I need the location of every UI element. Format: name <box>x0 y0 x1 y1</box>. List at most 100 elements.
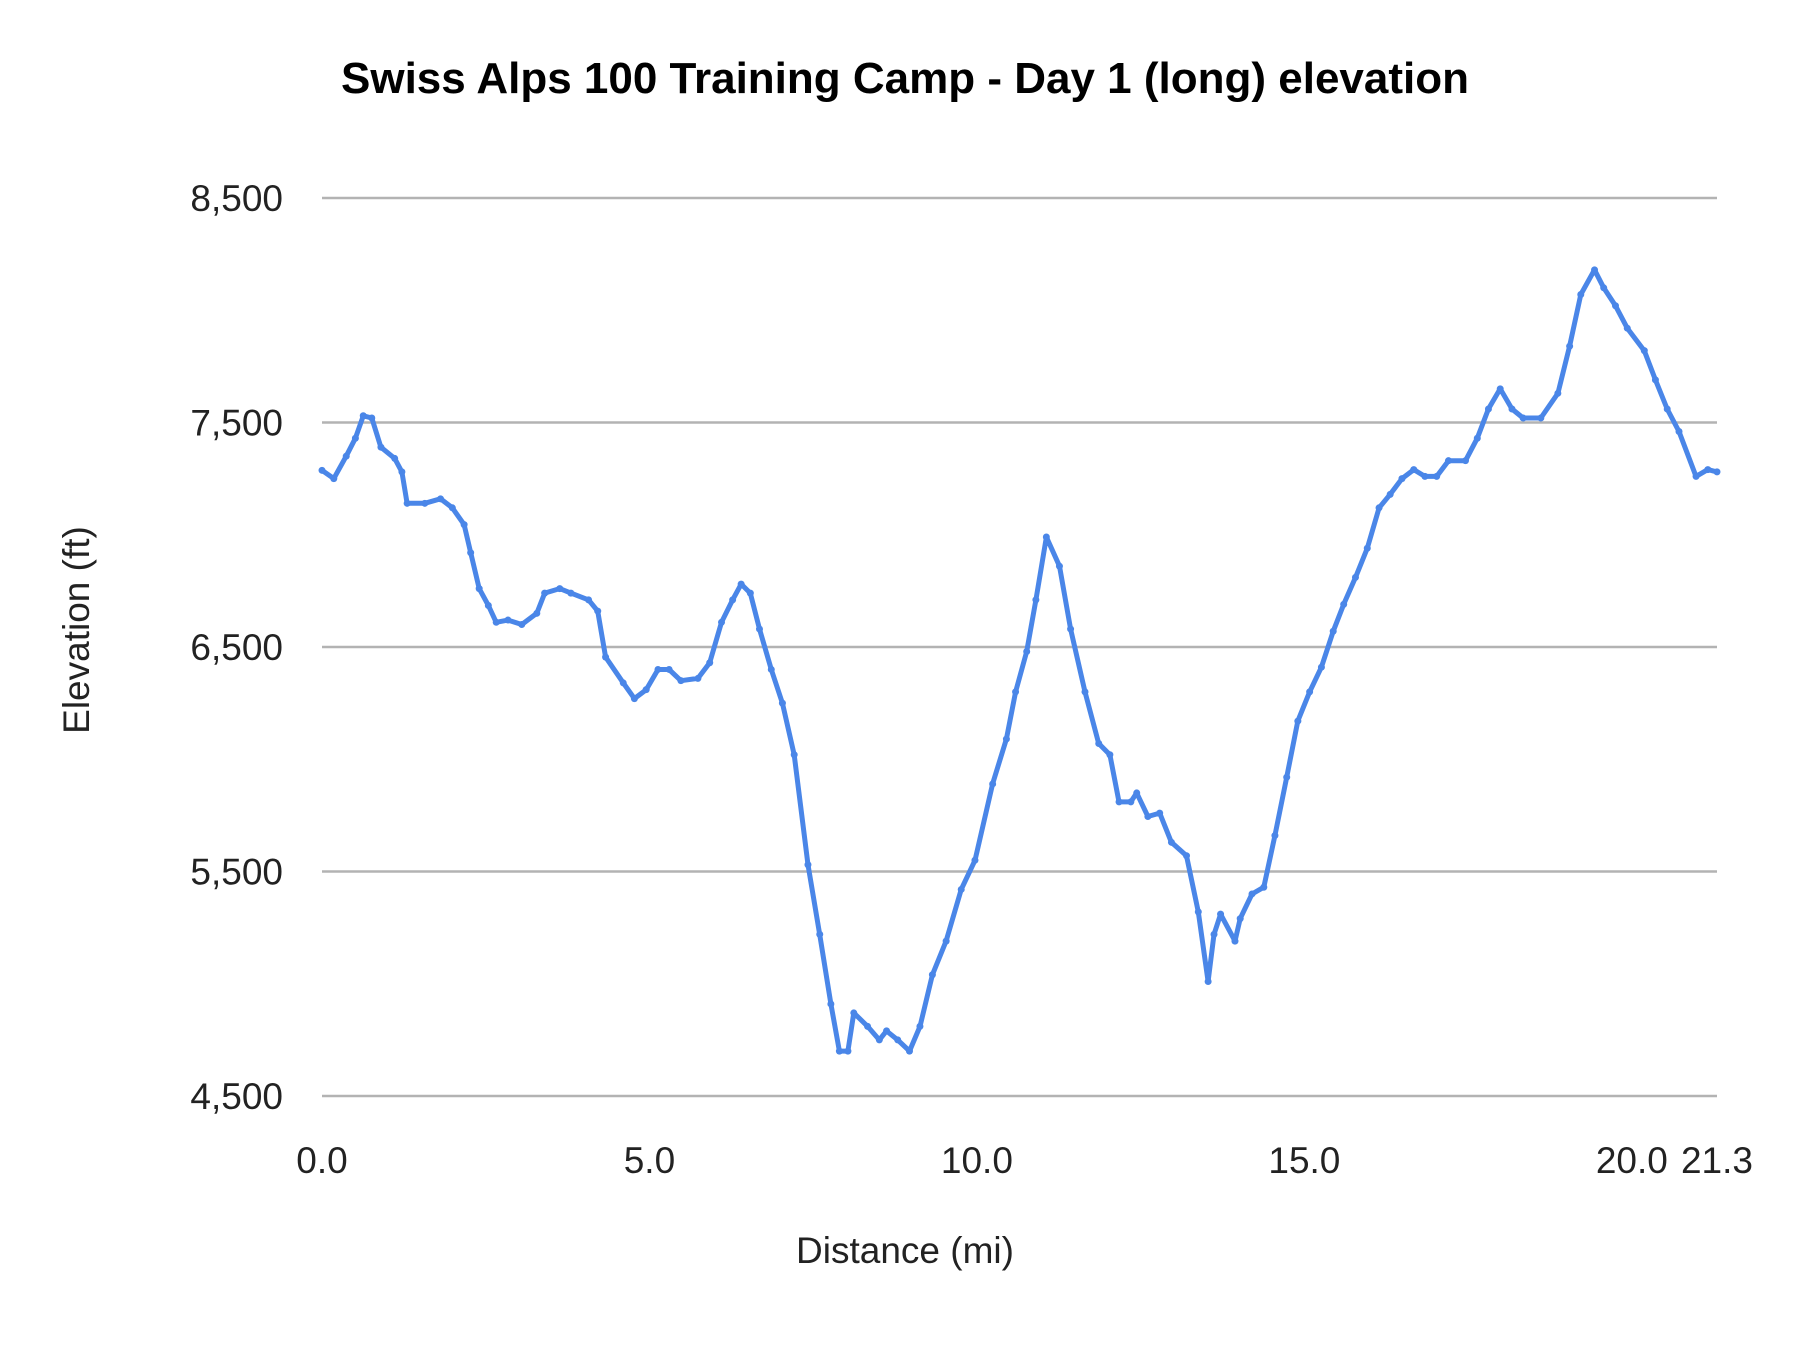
data-point <box>1519 414 1527 422</box>
data-point <box>1002 735 1010 743</box>
data-point <box>403 499 411 507</box>
data-point <box>1236 915 1244 923</box>
data-point <box>928 971 936 979</box>
data-point <box>894 1036 902 1044</box>
data-point <box>816 930 824 938</box>
y-axis-label: Elevation (ft) <box>56 526 97 734</box>
data-point <box>460 521 468 529</box>
data-point <box>594 607 602 615</box>
data-point <box>883 1027 891 1035</box>
data-point <box>556 585 564 593</box>
data-point <box>421 499 429 507</box>
data-point <box>377 443 385 451</box>
data-point <box>1194 908 1202 916</box>
data-point <box>1167 838 1175 846</box>
data-point <box>1410 466 1418 474</box>
x-tick-label: 0.0 <box>296 1140 347 1181</box>
data-point <box>835 1047 843 1055</box>
data-point <box>1386 490 1394 498</box>
data-point <box>1156 809 1164 817</box>
data-point <box>1651 376 1659 384</box>
data-point <box>1248 890 1256 898</box>
data-point <box>1704 466 1712 474</box>
data-point <box>767 665 775 673</box>
gridlines <box>322 196 1717 1098</box>
data-point <box>827 1000 835 1008</box>
data-point <box>484 601 492 609</box>
data-point <box>1271 832 1279 840</box>
data-point <box>1363 544 1371 552</box>
data-point <box>844 1047 852 1055</box>
data-point <box>1144 812 1152 820</box>
data-point <box>585 596 593 604</box>
data-point <box>1566 342 1574 350</box>
data-point <box>850 1009 858 1017</box>
data-point <box>391 454 399 462</box>
data-point <box>875 1036 883 1044</box>
data-point <box>1484 405 1492 413</box>
x-axis-ticks: 0.0 5.0 10.0 15.0 20.0 21.3 <box>296 1140 1753 1181</box>
data-point <box>1306 688 1314 696</box>
data-point <box>905 1047 913 1055</box>
data-point <box>351 434 359 442</box>
data-point <box>1183 852 1191 860</box>
data-point <box>1329 627 1337 635</box>
data-point <box>654 665 662 673</box>
data-point <box>1375 504 1383 512</box>
elevation-line <box>320 267 1718 1054</box>
data-point <box>1012 688 1020 696</box>
data-point <box>533 609 541 617</box>
data-point <box>942 937 950 945</box>
x-tick-label: 10.0 <box>941 1140 1013 1181</box>
data-point <box>1675 427 1683 435</box>
y-tick-label: 5,500 <box>190 852 283 893</box>
y-tick-label: 8,500 <box>190 178 283 219</box>
data-point <box>448 504 456 512</box>
data-point <box>1713 468 1721 476</box>
data-point <box>342 452 350 460</box>
data-point <box>1115 798 1123 806</box>
y-tick-label: 6,500 <box>190 627 283 668</box>
data-point <box>504 616 512 624</box>
x-tick-label: 20.0 <box>1596 1140 1668 1181</box>
chart-title: Swiss Alps 100 Training Camp - Day 1 (lo… <box>341 54 1469 103</box>
data-point <box>475 585 483 593</box>
data-point <box>619 679 627 687</box>
x-tick-label: 5.0 <box>624 1140 675 1181</box>
data-point <box>737 580 745 588</box>
data-point <box>1210 930 1218 938</box>
data-point <box>790 751 798 759</box>
data-point <box>1537 414 1545 422</box>
data-point <box>437 495 445 503</box>
data-point <box>778 699 786 707</box>
data-point <box>1217 910 1225 918</box>
data-point <box>957 885 965 893</box>
data-point <box>1433 472 1441 480</box>
data-point <box>1421 472 1429 480</box>
data-point <box>1600 284 1608 292</box>
data-point <box>1351 573 1359 581</box>
data-point <box>1023 647 1031 655</box>
data-point <box>541 589 549 597</box>
data-point <box>1692 472 1700 480</box>
data-point <box>1591 266 1599 274</box>
x-tick-label: 21.3 <box>1681 1140 1753 1181</box>
data-point <box>1611 302 1619 310</box>
data-point <box>1577 291 1585 299</box>
data-point <box>1067 625 1075 633</box>
data-point <box>630 695 638 703</box>
data-point <box>1095 740 1103 748</box>
data-point <box>864 1022 872 1030</box>
x-tick-label: 15.0 <box>1268 1140 1340 1181</box>
data-point <box>1260 883 1268 891</box>
data-point <box>1398 475 1406 483</box>
data-point <box>492 618 500 626</box>
data-point <box>330 475 338 483</box>
data-point <box>567 589 575 597</box>
data-point <box>398 468 406 476</box>
data-point <box>694 674 702 682</box>
data-point <box>1444 457 1452 465</box>
data-point <box>971 856 979 864</box>
data-point <box>1231 937 1239 945</box>
data-point <box>359 412 367 420</box>
